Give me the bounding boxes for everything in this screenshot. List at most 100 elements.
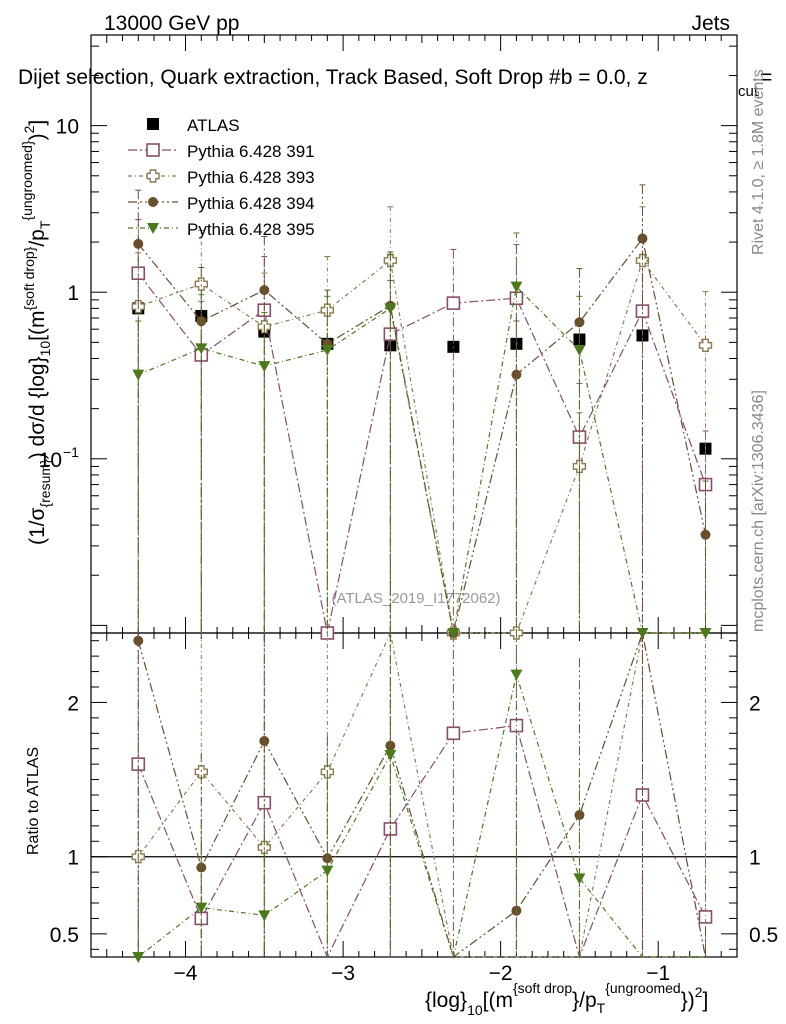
- x-tick-label: −1: [646, 962, 670, 985]
- ratio-panel: −4 −3 −2 −1 0.5 0.5 1 1 2 2: [50, 632, 778, 985]
- y-tick-label: 10: [39, 449, 62, 472]
- ratio-y-tick-label-right: 2: [749, 692, 761, 715]
- svg-text:{log}10[(m{soft drop}/pT{ungro: {log}10[(m{soft drop}/pT {ungroomed})2]: [425, 980, 708, 1018]
- ratio-point: [446, 726, 461, 741]
- legend-entry: Pythia 6.428 395: [128, 220, 315, 239]
- data-point: [132, 369, 145, 381]
- series-4: [132, 232, 712, 963]
- data-point: [635, 253, 650, 268]
- series-layer: [131, 184, 713, 963]
- x-axis-label: {log}10[(m{soft drop}/pT {ungroomed})2]: [425, 980, 708, 1018]
- data-point: [259, 285, 270, 296]
- xlabel-e: ]: [703, 989, 709, 1012]
- xlabel-b: [(m: [483, 989, 513, 1012]
- ratio-point: [258, 910, 271, 922]
- y-tick-label: 1: [67, 282, 79, 305]
- ylabel-a-sub: {resum}: [37, 459, 53, 508]
- data-point: [321, 344, 334, 356]
- ylabel-d: /p: [26, 229, 49, 247]
- ratio-point: [196, 862, 207, 873]
- ylabel-c: [(m: [26, 311, 49, 341]
- legend-marker: [146, 143, 160, 157]
- ratio-y-tick-label: 2: [67, 692, 79, 715]
- ratio-point: [573, 873, 586, 885]
- data-point-clipped: [636, 628, 649, 639]
- series-2: [131, 206, 713, 958]
- series-1: [131, 219, 713, 959]
- legend-label: Pythia 6.428 393: [187, 168, 315, 187]
- plot-title: Dijet selection, Quark extraction, Track…: [18, 66, 648, 89]
- data-point: [637, 233, 648, 244]
- svg-text:(1/σ{resum}) dσ/d {log}10[(m{s: (1/σ{resum}) dσ/d {log}10[(m{soft drop}/…: [19, 120, 53, 545]
- data-point-clipped: [699, 628, 712, 639]
- ylabel-d-sub: T: [37, 220, 53, 229]
- ratio-point: [194, 765, 208, 779]
- legend-marker: [146, 169, 160, 183]
- plot-title-end: =: [760, 66, 772, 89]
- y-tick-label: 10: [56, 116, 79, 139]
- legend-entry: Pythia 6.428 393: [128, 168, 315, 187]
- ratio-y-tick-label: 1: [67, 847, 79, 870]
- ylabel-b-sub: 10: [37, 341, 53, 357]
- data-point-clipped: [447, 628, 460, 639]
- plot-title-cut-sub: cut: [738, 83, 759, 100]
- x-tick-label: −2: [489, 962, 513, 985]
- data-point: [384, 303, 397, 315]
- xlabel-b-sup: {soft drop: [513, 980, 572, 996]
- series-ratio-line: [137, 631, 706, 958]
- ylabel-b: ) dσ/d {log}: [26, 356, 49, 459]
- series-ratio-line: [137, 724, 707, 959]
- plot-title-text: Dijet selection, Quark extraction, Track…: [18, 66, 648, 89]
- rivet-label: Rivet 4.1.0, ≥ 1.8M events: [750, 69, 767, 255]
- ratio-y-tick-label-right: 0.5: [749, 924, 778, 947]
- xlabel-c: }/p: [572, 989, 597, 1012]
- ratio-point: [384, 749, 397, 761]
- ratio-y-tick-label: 0.5: [50, 924, 79, 947]
- legend: ATLAS Pythia 6.428 391 Pythia 6.428 393 Pyt…: [128, 116, 315, 239]
- xlabel-c-sub: T: [597, 1000, 606, 1016]
- legend-label: Pythia 6.428 391: [187, 142, 315, 161]
- mcplots-label: mcplots.cern.ch [arXiv:1306.3436]: [750, 390, 767, 632]
- y-axis-label: (1/σ{resum}) dσ/d {log}10[(m{soft drop}/…: [19, 120, 53, 545]
- ylabel-c-sup: {soft drop}: [21, 246, 37, 310]
- xlabel-c-sup: {ungroomed: [605, 980, 681, 996]
- y-tick-exponent: −1: [63, 444, 79, 460]
- ratio-point: [195, 902, 208, 914]
- legend-marker: [147, 118, 159, 130]
- ratio-point: [574, 810, 585, 821]
- legend-entry: Pythia 6.428 391: [128, 142, 315, 161]
- ratio-y-tick-label-right: 1: [749, 847, 761, 870]
- legend-label: Pythia 6.428 395: [187, 220, 315, 239]
- data-point: [573, 344, 586, 356]
- legend-marker: [147, 223, 159, 234]
- ratio-point: [510, 669, 523, 681]
- legend-label: Pythia 6.428 394: [187, 194, 315, 213]
- xlabel-a-sub: 10: [467, 1002, 483, 1018]
- header-left: 13000 GeV pp: [104, 12, 239, 35]
- ylabel-d-sup: {ungroomed}: [19, 140, 35, 221]
- legend-entry: ATLAS: [147, 116, 240, 135]
- ylabel-a: (1/σ: [26, 507, 49, 545]
- header-right: Jets: [691, 12, 730, 35]
- data-point: [700, 529, 711, 540]
- xlabel-a: {log}: [425, 989, 467, 1012]
- legend-entry: Pythia 6.428 394: [128, 194, 315, 213]
- series-0: [132, 302, 712, 455]
- series-3: [133, 184, 711, 958]
- data-point: [258, 361, 271, 373]
- ratio-point: [133, 635, 144, 646]
- data-point: [194, 277, 208, 291]
- data-point: [511, 369, 522, 380]
- data-point: [133, 238, 144, 249]
- legend-label: ATLAS: [187, 116, 240, 135]
- xlabel-d: }): [681, 989, 695, 1012]
- series-line: [137, 272, 707, 634]
- data-point: [698, 338, 713, 353]
- ylabel-f: ]: [26, 120, 49, 126]
- watermark: (ATLAS_2019_I1772062): [331, 590, 500, 607]
- data-point: [510, 281, 523, 293]
- xlabel-d-sup: 2: [695, 984, 703, 1000]
- x-tick-label: −3: [331, 962, 355, 985]
- series-line: [138, 259, 706, 634]
